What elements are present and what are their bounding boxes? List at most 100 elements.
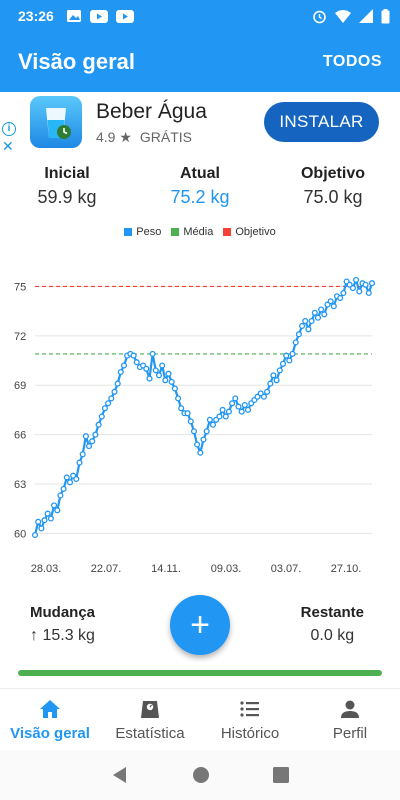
period-all-button[interactable]: TODOS xyxy=(322,53,382,70)
weight-data-point xyxy=(353,276,360,283)
ad-rating-value: 4.9 ★ xyxy=(96,129,132,145)
system-navigation-bar xyxy=(0,750,400,800)
ad-price: GRÁTIS xyxy=(139,129,193,145)
weight-data-point xyxy=(133,359,140,366)
weight-data-point xyxy=(98,413,105,420)
goal-progress-fill xyxy=(18,670,382,676)
y-tick-label: 69 xyxy=(14,380,26,392)
tab-history[interactable]: Histórico xyxy=(200,689,300,750)
weight-data-point xyxy=(108,395,115,402)
weight-data-point xyxy=(225,408,232,415)
weight-data-point xyxy=(273,377,280,384)
legend-item-average[interactable]: Média xyxy=(171,226,213,238)
weight-data-point xyxy=(362,281,369,288)
install-button[interactable]: INSTALAR xyxy=(264,102,379,142)
x-tick-label: 28.03. xyxy=(31,563,62,575)
weight-data-point xyxy=(295,331,302,338)
weight-data-point xyxy=(197,449,204,456)
weight-data-point xyxy=(168,378,175,385)
weight-data-point xyxy=(267,380,274,387)
weight-data-point xyxy=(73,475,80,483)
weight-data-point xyxy=(187,418,194,425)
ad-close-icon[interactable]: ✕ xyxy=(2,138,14,154)
weight-data-point xyxy=(63,474,70,481)
y-tick-label: 60 xyxy=(14,528,26,540)
gallery-notification-icon xyxy=(66,10,81,22)
weight-data-point xyxy=(349,285,356,292)
weight-data-point xyxy=(241,401,248,409)
weight-data-point xyxy=(175,395,182,402)
weight-data-point xyxy=(44,510,51,517)
weight-data-point xyxy=(117,368,124,376)
ad-app-rating: 4.9 ★ GRÁTIS xyxy=(96,129,192,146)
goal-value: 75.0 kg xyxy=(303,187,363,207)
weight-data-point xyxy=(232,395,239,402)
weight-chart[interactable]: 60 63 66 69 72 75 28.03. 22.07. 14.11. 09.03. 03.0… xyxy=(0,250,400,590)
current-value: 75.2 kg xyxy=(170,187,230,207)
weight-data-point xyxy=(85,443,93,450)
weight-data-point xyxy=(356,288,363,295)
legend-label-goal: Objetivo xyxy=(235,226,276,238)
weight-data-point xyxy=(149,350,156,357)
weight-data-point xyxy=(340,289,347,297)
weight-data-point xyxy=(130,352,137,359)
weight-data-point xyxy=(41,517,48,524)
weight-data-point xyxy=(311,309,318,316)
list-icon xyxy=(240,701,259,717)
weight-data-point xyxy=(38,525,45,532)
tab-overview[interactable]: Visão geral xyxy=(0,689,100,750)
remaining-value: 0.0 kg xyxy=(310,627,355,644)
weight-data-point xyxy=(283,352,290,359)
current-weight: Atual 75.2 kg xyxy=(135,165,265,208)
app-bar: Visão geral TODOS xyxy=(0,32,400,92)
water-glass-icon xyxy=(46,108,71,139)
home-circle-icon[interactable] xyxy=(192,766,210,784)
weight-data-point xyxy=(327,298,334,305)
add-weight-button[interactable]: + xyxy=(170,595,230,655)
alarm-icon xyxy=(313,10,326,23)
weight-data-point xyxy=(368,280,376,287)
weight-data-point xyxy=(292,339,299,346)
weight-data-point xyxy=(209,421,217,428)
x-tick-label: 14.11. xyxy=(151,563,181,575)
tab-profile[interactable]: Perfil xyxy=(300,689,400,750)
ad-info-icon[interactable]: i xyxy=(2,122,16,136)
tab-statistics-label: Estatística xyxy=(115,725,185,742)
weight-data-point xyxy=(95,421,102,428)
remaining-label: Restante xyxy=(300,604,364,621)
y-tick-label: 63 xyxy=(14,479,26,491)
home-icon xyxy=(40,700,60,718)
change-label: Mudança xyxy=(30,604,96,621)
back-icon[interactable] xyxy=(111,766,129,784)
weight-data-point xyxy=(260,393,267,400)
weight-data-point xyxy=(105,400,112,407)
weight-data-point xyxy=(152,367,159,374)
initial-label: Inicial xyxy=(44,165,90,182)
youtube-notification-icon xyxy=(89,9,108,23)
chart-legend: Peso Média Objetivo xyxy=(0,226,400,238)
weight-data-point xyxy=(79,451,86,458)
tab-history-label: Histórico xyxy=(220,725,280,742)
legend-item-weight[interactable]: Peso xyxy=(124,226,161,238)
page-title: Visão geral xyxy=(18,49,135,74)
weight-data-point xyxy=(314,314,322,321)
weight-data-point xyxy=(270,372,277,379)
weight-data-point xyxy=(114,380,121,387)
weight-data-point xyxy=(54,507,61,514)
recents-icon[interactable] xyxy=(272,767,289,783)
weight-data-point xyxy=(47,515,54,522)
initial-weight: Inicial 59.9 kg xyxy=(2,165,132,208)
weight-data-point xyxy=(279,360,287,367)
weight-data-point xyxy=(92,431,99,438)
weight-data-point xyxy=(111,388,118,395)
y-tick-label: 75 xyxy=(14,281,26,293)
legend-item-goal[interactable]: Objetivo xyxy=(223,226,276,238)
legend-swatch-goal xyxy=(223,228,232,236)
ad-banner[interactable]: i ✕ Beber Água 4.9 ★ GRÁTIS INSTALAR xyxy=(0,92,400,154)
weight-data-point xyxy=(299,322,306,330)
weight-data-point xyxy=(305,326,312,333)
weight-data-point xyxy=(337,294,344,302)
weight-series-line xyxy=(33,278,374,536)
tab-statistics[interactable]: Estatística xyxy=(100,689,200,750)
y-tick-label: 72 xyxy=(14,331,26,343)
